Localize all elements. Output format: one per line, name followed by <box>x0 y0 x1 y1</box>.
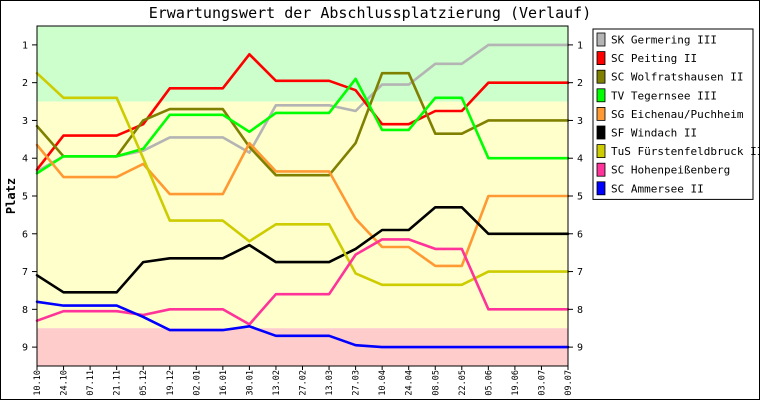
y-tick-label: 3 <box>577 116 583 127</box>
y-axis-label: Platz <box>4 178 18 214</box>
x-tick-label: 24.10 <box>60 370 70 396</box>
legend-swatch <box>597 33 605 46</box>
y-axis-right: 1 2 3 4 5 6 7 8 9 <box>568 40 583 353</box>
chart-title: Erwartungswert der Abschlussplatzierung … <box>149 4 592 22</box>
y-axis-left: 1 2 3 4 5 6 7 8 9 <box>22 40 37 353</box>
y-tick-label: 4 <box>22 154 28 165</box>
legend-label: SC Wolfratshausen II <box>611 71 743 84</box>
y-tick-label: 8 <box>22 305 28 316</box>
x-tick-label: 13.02 <box>272 370 282 396</box>
x-axis: 10.10 24.10 07.11 21.11 05.12 19.12 02.01 16.01… <box>33 366 574 396</box>
y-tick-label: 4 <box>577 154 583 165</box>
legend-swatch <box>597 52 605 65</box>
y-tick-label: 2 <box>577 78 583 89</box>
x-tick-label: 07.11 <box>86 370 96 396</box>
x-tick-label: 08.05 <box>431 370 441 396</box>
y-tick-label: 6 <box>22 229 28 240</box>
x-tick-label: 10.04 <box>378 370 388 396</box>
legend-swatch <box>597 70 605 83</box>
y-tick-label: 5 <box>577 192 583 203</box>
legend-label: TuS Fürstenfeldbruck II <box>611 145 760 158</box>
y-tick-label: 8 <box>577 305 583 316</box>
y-tick-label: 9 <box>22 343 28 354</box>
x-tick-label: 27.03 <box>352 370 362 396</box>
legend-swatch <box>597 163 605 176</box>
x-tick-label: 05.12 <box>139 370 149 396</box>
y-tick-label: 7 <box>577 267 583 278</box>
y-tick-label: 2 <box>22 78 28 89</box>
legend-label: TV Tegernsee III <box>611 89 717 102</box>
legend-label: SF Windach II <box>611 127 697 140</box>
y-tick-label: 1 <box>22 40 28 51</box>
legend-label: SK Germering III <box>611 34 717 47</box>
x-tick-label: 19.06 <box>511 370 521 396</box>
y-tick-label: 1 <box>577 40 583 51</box>
x-tick-label: 22.05 <box>458 370 468 396</box>
legend-label: SG Eichenau/Puchheim <box>611 108 744 121</box>
legend-swatch <box>597 107 605 120</box>
x-tick-label: 09.07 <box>564 370 574 396</box>
legend-swatch <box>597 89 605 102</box>
x-tick-label: 16.01 <box>219 370 229 396</box>
x-tick-label: 02.01 <box>192 370 202 396</box>
x-tick-label: 03.07 <box>537 370 547 396</box>
y-tick-label: 6 <box>577 229 583 240</box>
legend-swatch <box>597 126 605 139</box>
legend-label: SC Ammersee II <box>611 182 704 195</box>
band-0 <box>37 26 568 102</box>
x-tick-label: 19.12 <box>166 370 176 396</box>
legend: SK Germering III SC Peiting II SC Wolfrats… <box>593 29 760 199</box>
y-tick-label: 5 <box>22 192 28 203</box>
y-tick-label: 7 <box>22 267 28 278</box>
x-tick-label: 10.10 <box>33 370 43 396</box>
y-tick-label: 3 <box>22 116 28 127</box>
x-tick-label: 30.01 <box>245 370 255 396</box>
legend-swatch <box>597 145 605 158</box>
x-tick-label: 27.02 <box>299 370 309 396</box>
x-tick-label: 05.06 <box>484 370 494 396</box>
y-tick-label: 9 <box>577 343 583 354</box>
legend-label: SC Peiting II <box>611 52 697 65</box>
x-tick-label: 13.03 <box>325 370 335 396</box>
legend-label: SC Hohenpeißenberg <box>611 164 730 177</box>
legend-swatch <box>597 182 605 195</box>
x-tick-label: 21.11 <box>113 370 123 396</box>
x-tick-label: 24.04 <box>405 370 415 396</box>
